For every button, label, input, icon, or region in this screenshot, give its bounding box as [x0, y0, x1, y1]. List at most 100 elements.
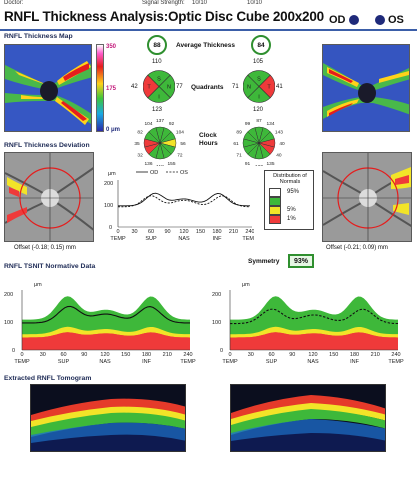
od-clock-value: 104 — [176, 130, 184, 136]
od-clock-value: 35 — [134, 141, 140, 147]
mini-os-legend: OS — [180, 170, 188, 176]
od-tsnit-x-tick: 180 — [142, 352, 151, 358]
od-clock-value: 56 — [180, 141, 186, 147]
os-clock-value: 120 — [255, 164, 263, 166]
mini-x-labels: TEMP SUP NAS INF TEMP — [110, 236, 254, 242]
mini-x-tick: 210 — [229, 229, 238, 235]
os-normative-bands — [230, 296, 398, 350]
os-tsnit-x-label: NAS — [307, 359, 319, 365]
os-tsnit-chart: μm 200 100 0 0 30 60 90 120 150 180 210 240 TEMP… — [212, 282, 404, 365]
od-tsnit-x-label: TEMP — [180, 359, 196, 365]
os-tsnit-x-tick: 30 — [248, 352, 254, 358]
od-tsnit-x-label: TEMP — [14, 359, 30, 365]
os-tsnit-x-tick: 120 — [308, 352, 317, 358]
od-thickness-map-image — [5, 45, 91, 131]
od-clock-value: 92 — [169, 121, 175, 127]
od-tsnit-x-ticks: 0 30 60 90 120 150 180 210 240 — [20, 352, 192, 358]
os-quad-i-label: I — [258, 95, 260, 101]
thickness-map-title: RNFL Thickness Map — [4, 33, 73, 40]
od-tsnit-x-tick: 150 — [121, 352, 130, 358]
signal-strength-label: Signal Strength: — [142, 0, 185, 6]
od-eye-tab[interactable]: OD — [329, 12, 369, 27]
os-tsnit-x-tick: 180 — [350, 352, 359, 358]
mini-ylabel: μm — [108, 171, 116, 177]
header-divider — [0, 29, 417, 31]
mini-x-tick: 120 — [179, 229, 188, 235]
os-label: OS — [388, 13, 404, 26]
distribution-legend: Distribution of Normals 95% 5% 1% — [264, 170, 314, 230]
os-clock-value: 71 — [236, 153, 242, 159]
mini-x-tick: 60 — [148, 229, 154, 235]
legend-95: 95% — [287, 189, 300, 195]
legend-5: 5% — [287, 207, 296, 213]
os-clock-hours-chart: 8713414340401351209171618999 — [233, 118, 285, 166]
od-quadrant-bottom: 123 — [152, 107, 163, 113]
od-deviation-map[interactable] — [4, 152, 94, 242]
colorbar-mid: 175 — [106, 86, 117, 92]
normative-band — [22, 332, 190, 341]
os-quad-t-label: T — [267, 85, 271, 91]
od-quadrant-left: 42 — [131, 84, 138, 90]
tsnit-title: RNFL TSNIT Normative Data — [4, 263, 96, 270]
os-tomogram-image — [231, 395, 385, 451]
os-quadrant-bottom: 120 — [253, 107, 264, 113]
os-eye-tab[interactable]: OS — [375, 12, 415, 27]
od-tsnit-chart: μm 200 100 0 0 30 60 90 120 150 180 210 240 TEMP… — [4, 282, 196, 365]
od-tsnit-x-labels: TEMP SUP NAS INF TEMP — [14, 359, 196, 365]
mini-x-tick: 0 — [116, 229, 119, 235]
od-clock-value: 136 — [144, 161, 152, 166]
os-tsnit-x-ticks: 0 30 60 90 120 150 180 210 240 — [228, 352, 400, 358]
od-quad-n-label: N — [167, 85, 171, 91]
os-tsnit-x-tick: 90 — [289, 352, 295, 358]
os-clock-value: 134 — [266, 121, 274, 127]
od-thickness-map[interactable] — [4, 44, 92, 132]
os-clock-value: 61 — [233, 141, 239, 147]
mini-x-tick: 150 — [196, 229, 205, 235]
os-tsnit-ytick-100: 100 — [212, 320, 221, 326]
os-clock-value: 143 — [275, 130, 283, 136]
mini-od-line — [118, 192, 250, 207]
od-tomogram[interactable] — [30, 384, 186, 452]
od-tomogram-image — [31, 398, 185, 451]
od-quadrant-top: 110 — [152, 59, 162, 65]
swatch-green — [269, 197, 281, 206]
os-tsnit-x-label: INF — [350, 359, 360, 365]
header-info-bar: Doctor: Signal Strength: 10/10 10/10 — [4, 0, 414, 9]
os-tsnit-x-labels: TEMP SUP NAS INF TEMP — [222, 359, 404, 365]
page-title: RNFL Thickness Analysis:Optic Disc Cube … — [4, 9, 324, 24]
os-tsnit-line — [230, 308, 398, 325]
os-thickness-map[interactable] — [322, 44, 410, 132]
os-clock-value: 40 — [276, 153, 282, 159]
od-tsnit-x-tick: 90 — [81, 352, 87, 358]
od-tsnit-ytick-200: 200 — [4, 292, 13, 298]
os-tsnit-x-tick: 210 — [371, 352, 380, 358]
os-tsnit-x-label: TEMP — [222, 359, 238, 365]
od-quadrant-chart: S T N I — [143, 70, 175, 103]
os-quadrant-left: 71 — [232, 84, 239, 90]
od-tsnit-x-tick: 30 — [40, 352, 46, 358]
os-deviation-map[interactable] — [322, 152, 412, 242]
od-tsnit-x-label: SUP — [58, 359, 70, 365]
os-tsnit-ytick-200: 200 — [212, 292, 221, 298]
mini-x-ticks: 0 30 60 90 120 150 180 210 240 — [116, 229, 254, 235]
swatch-white — [269, 188, 281, 197]
od-tsnit-x-tick: 120 — [100, 352, 109, 358]
od-tsnit-ytick-100: 100 — [4, 320, 13, 326]
os-average-thickness: 84 — [251, 35, 271, 55]
average-thickness-label: Average Thickness — [176, 42, 236, 49]
od-label: OD — [329, 13, 346, 26]
od-clock-value: 137 — [156, 118, 164, 124]
od-quad-i-label: I — [158, 95, 160, 101]
od-clock-wedges: 137921045672155118136323582104 — [134, 118, 186, 166]
os-tsnit-x-tick: 0 — [228, 352, 231, 358]
mini-x-label: TEMP — [242, 236, 254, 242]
os-eye-icon — [375, 14, 385, 25]
os-quad-n-label: N — [247, 85, 251, 91]
swatch-yellow — [269, 206, 281, 215]
mini-tsnit-chart: μm OD OS 200 100 0 0 30 60 90 120 150 180 210 24… — [104, 170, 254, 242]
signal-os-value: 10/10 — [247, 0, 263, 6]
od-clock-value: 32 — [137, 153, 143, 159]
od-tsnit-x-label: NAS — [99, 359, 111, 365]
os-clock-value: 91 — [245, 161, 251, 166]
os-tomogram[interactable] — [230, 384, 386, 452]
